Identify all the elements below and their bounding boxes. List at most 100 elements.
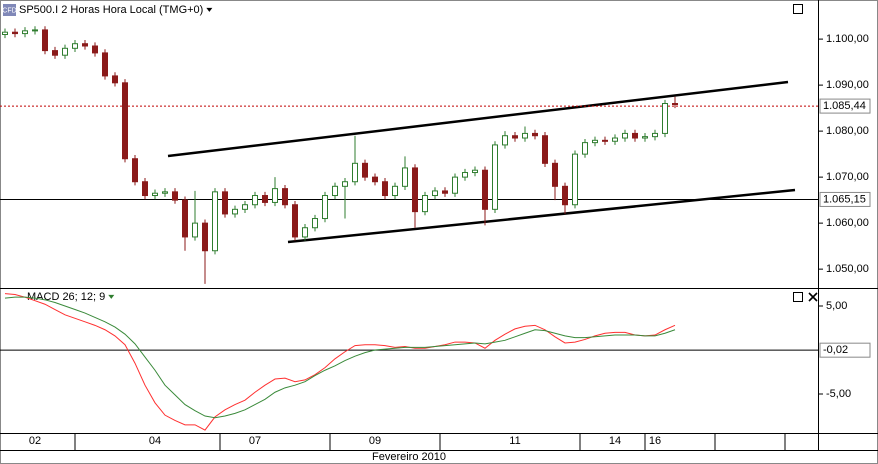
candle-body (672, 103, 678, 106)
candle-body (102, 52, 108, 77)
candle-body (572, 153, 578, 206)
y-tick-label: 1.070,00 (826, 171, 869, 183)
candle-body (512, 135, 518, 139)
candle-body (312, 218, 318, 229)
x-tick-label: 04 (149, 435, 161, 447)
candle-body (162, 191, 168, 194)
candle-body (192, 222, 198, 238)
candle-body (52, 50, 58, 56)
candle-body (12, 31, 18, 35)
candle-body (422, 195, 428, 213)
candle-body (282, 188, 288, 206)
candle-body (402, 167, 408, 187)
candle-body (652, 132, 658, 138)
x-tick-label: 16 (649, 435, 661, 447)
candle-body (412, 167, 418, 213)
candle-body (602, 139, 608, 142)
candle-body (122, 82, 128, 160)
candle-body (262, 195, 268, 203)
indicator-line (4, 296, 676, 419)
candle-body (502, 135, 508, 146)
candle-body (22, 30, 28, 35)
x-separators (74, 434, 786, 450)
level-box (819, 191, 871, 207)
y-tick-label: 1.050,00 (826, 263, 869, 275)
maximize-button[interactable] (793, 292, 803, 302)
indicator-line (4, 293, 676, 431)
candle-body (212, 191, 218, 252)
candle-body (372, 176, 378, 183)
candle-body (432, 190, 438, 197)
candle-body (62, 47, 68, 56)
indicator-title: MACD 26; 12; 9 (27, 291, 105, 303)
candle-body (2, 31, 8, 36)
candle-body (542, 135, 548, 164)
candle-body (272, 188, 278, 203)
y-tick-label: 5,00 (826, 300, 847, 312)
candle-body (72, 43, 78, 49)
candle-body (82, 43, 88, 47)
x-tick-label: 09 (369, 435, 381, 447)
x-tick-label: 11 (509, 435, 520, 447)
candle-body (562, 185, 568, 206)
y-tick-label: 1.060,00 (826, 217, 869, 229)
candle-body (642, 136, 648, 139)
candle-body (622, 132, 628, 139)
y-tick-label: 1.100,00 (826, 33, 869, 45)
level-box (819, 98, 871, 114)
candle-body (382, 181, 388, 197)
candle-body (452, 176, 458, 194)
candle-body (522, 132, 528, 139)
candle-body (472, 169, 478, 174)
dropdown[interactable] (108, 294, 115, 299)
x-axis-title: Fevereiro 2010 (372, 451, 446, 463)
candle-body (302, 227, 308, 238)
candle-body (132, 158, 138, 183)
maximize-button[interactable] (793, 4, 803, 14)
candle-body (292, 204, 298, 238)
y-tick-label: 1.080,00 (826, 125, 869, 137)
level-label: -0,02 (823, 344, 848, 356)
x-tick-label: 02 (29, 435, 41, 447)
candle-body (152, 192, 158, 197)
candle-body (202, 222, 208, 252)
trendline[interactable] (287, 188, 796, 244)
level-label: 1.065,15 (823, 193, 866, 205)
level-label: 1.085,44 (823, 100, 866, 112)
icon (3, 4, 16, 16)
candle-body (462, 172, 468, 178)
close-button[interactable] (808, 292, 818, 302)
candle-body (552, 162, 558, 187)
candle-body (582, 142, 588, 155)
trendline[interactable] (167, 80, 789, 158)
icon-label: CFD (2, 7, 16, 14)
candle-body (92, 45, 98, 54)
candle-body (352, 162, 358, 183)
chart-title: SP500.I 2 Horas Hora Local (TMG+0) (19, 4, 203, 16)
candle-body (532, 132, 538, 137)
candle-body (222, 191, 228, 215)
candle-body (342, 181, 348, 187)
candle-body (182, 199, 188, 238)
candle-body (592, 139, 598, 144)
candle-body (662, 103, 668, 134)
candle-body (482, 169, 488, 210)
y-tick-label: -5,00 (826, 388, 851, 400)
candle-body (332, 185, 338, 197)
candle-body (172, 191, 178, 201)
candle-body (322, 195, 328, 220)
candle-body (42, 29, 48, 52)
x-tick-label: 14 (609, 435, 621, 447)
level-box (819, 342, 871, 358)
candle-body (612, 137, 618, 142)
dropdown[interactable] (206, 7, 213, 12)
x-tick-label: 07 (249, 435, 261, 447)
candle-body (362, 162, 368, 178)
candle-body (632, 132, 638, 139)
candle-body (112, 75, 118, 84)
candle-body (242, 204, 248, 210)
candle-body (142, 181, 148, 197)
candle-body (232, 208, 238, 215)
